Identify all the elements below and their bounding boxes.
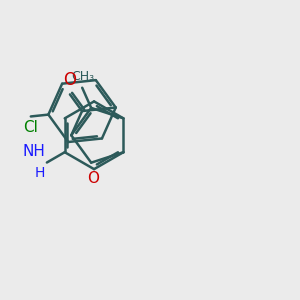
Text: CH₃: CH₃: [71, 70, 94, 83]
Text: O: O: [63, 71, 76, 89]
Text: Cl: Cl: [23, 120, 38, 135]
Text: NH: NH: [22, 144, 45, 159]
Text: H: H: [35, 166, 45, 180]
Text: O: O: [87, 171, 99, 186]
